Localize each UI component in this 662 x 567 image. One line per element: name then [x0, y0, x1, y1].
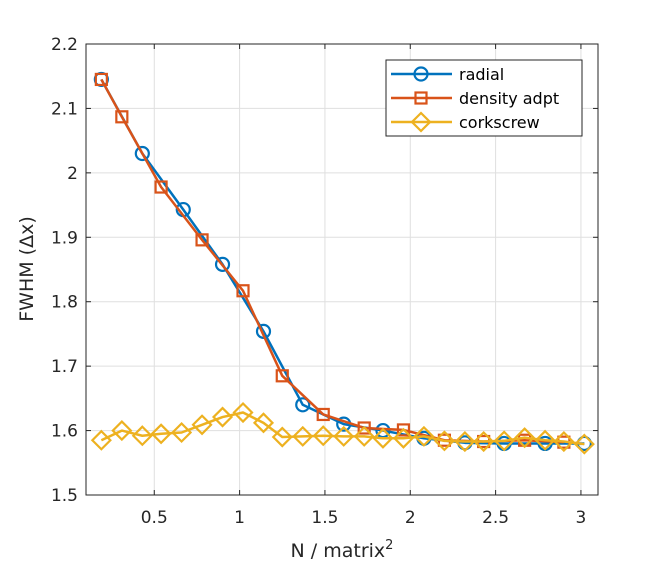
data-point-diamond	[232, 401, 254, 424]
data-point-square	[357, 421, 371, 435]
x-tick-label: 1.5	[311, 508, 338, 528]
x-axis-label-superscript: 2	[385, 538, 393, 553]
y-tick-label: 1.5	[51, 486, 78, 506]
x-tick-label: 0.5	[141, 508, 168, 528]
data-point-diamond	[171, 421, 193, 444]
data-point-circle	[295, 397, 311, 413]
data-point-diamond	[111, 420, 133, 442]
series-layer	[90, 71, 595, 455]
data-point-diamond	[191, 414, 213, 436]
data-point-diamond	[131, 425, 153, 447]
legend-entry: density adpt	[391, 89, 559, 108]
data-point-circle	[134, 145, 150, 162]
y-tick-label: 1.9	[51, 228, 78, 248]
x-tick-label: 3	[576, 508, 587, 528]
data-point-diamond	[433, 430, 455, 452]
legend-marker-diamond	[410, 111, 432, 133]
data-point-square	[236, 284, 250, 298]
legend-label: corkscrew	[459, 113, 540, 132]
data-point-diamond	[473, 430, 495, 453]
legend-marker-circle	[413, 66, 429, 82]
axis-ticks: 0.5 1 1.5 2 2.5 3 1.5 1.6 1.7 1.8 1.9 2 2.1 2.2	[51, 35, 598, 528]
data-point-diamond	[573, 433, 595, 455]
y-tick-label: 1.6	[51, 422, 78, 442]
x-axis-label: N / matrix2	[291, 538, 394, 562]
data-point-circle	[214, 256, 231, 272]
x-axis-label-text: N / matrix	[291, 540, 386, 562]
data-point-square	[275, 369, 289, 383]
data-point-diamond	[514, 427, 536, 449]
y-tick-label: 2.2	[51, 35, 78, 55]
legend-entry: radial	[391, 65, 504, 84]
data-point-square	[195, 233, 209, 247]
y-tick-label: 1.7	[51, 357, 78, 377]
data-point-square	[154, 180, 168, 194]
data-point-square	[316, 407, 330, 422]
legend-label: density adpt	[459, 89, 559, 108]
y-tick-label: 2.1	[51, 99, 78, 119]
data-point-diamond	[392, 427, 414, 449]
data-point-diamond	[333, 425, 355, 447]
data-point-diamond	[493, 430, 515, 452]
data-point-diamond	[534, 429, 556, 451]
x-tick-label: 1	[234, 508, 245, 528]
axes-box	[85, 43, 599, 496]
data-point-diamond	[353, 425, 375, 447]
data-point-square	[115, 110, 129, 124]
x-tick-label: 2	[405, 508, 416, 528]
data-point-diamond	[292, 425, 314, 447]
y-tick-label: 1.8	[51, 293, 78, 313]
series-line	[100, 411, 585, 446]
legend-label: radial	[459, 65, 504, 84]
legend-entry: corkscrew	[391, 111, 540, 133]
data-point-diamond	[90, 429, 112, 451]
y-axis-label: FWHM (Δx)	[16, 216, 38, 322]
data-point-diamond	[150, 423, 172, 445]
data-point-diamond	[312, 425, 334, 447]
x-tick-label: 2.5	[482, 508, 509, 528]
data-point-diamond	[211, 406, 234, 428]
legend-marker-square	[414, 91, 428, 105]
series-line	[100, 78, 585, 445]
data-point-square	[94, 72, 108, 87]
data-point-diamond	[252, 412, 275, 434]
y-tick-label: 2	[67, 164, 78, 184]
data-point-diamond	[454, 430, 476, 453]
data-point-diamond	[413, 425, 435, 447]
data-point-diamond	[271, 426, 293, 448]
data-point-diamond	[553, 430, 575, 453]
legend: radial density adpt corkscrew	[385, 59, 583, 137]
data-point-square	[396, 423, 411, 437]
data-point-diamond	[372, 427, 394, 449]
series-corkscrew	[90, 401, 595, 455]
